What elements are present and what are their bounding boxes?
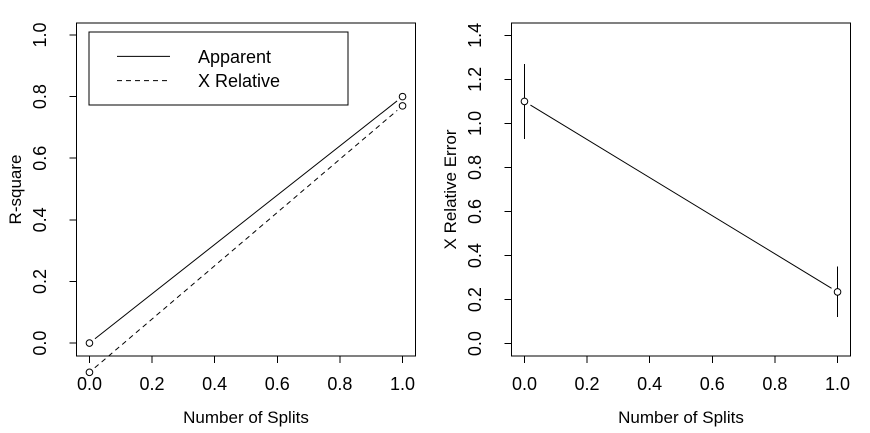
- y-axis-tick-label: 1.0: [30, 22, 50, 47]
- x-axis-tick-label: 0.4: [637, 374, 662, 394]
- x-axis-tick-label: 0.2: [575, 374, 600, 394]
- y-axis-label: R-square: [6, 155, 25, 225]
- x-axis-tick-label: 1.0: [390, 374, 415, 394]
- series-line: [94, 100, 398, 340]
- y-axis-tick-label: 0.0: [30, 331, 50, 356]
- y-axis-tick-label: 0.2: [30, 269, 50, 294]
- data-point-marker: [85, 368, 94, 377]
- y-axis-tick-label: 0.6: [30, 146, 50, 171]
- y-axis-tick-label: 1.4: [465, 23, 485, 48]
- x-axis-label: Number of Splits: [618, 408, 744, 427]
- series-line: [530, 104, 832, 289]
- y-axis-tick-label: 0.8: [465, 155, 485, 180]
- y-axis-tick-label: 0.0: [465, 331, 485, 356]
- x-axis-tick-label: 0.4: [202, 374, 227, 394]
- legend-entry-label: X Relative: [198, 71, 280, 91]
- y-axis-tick-label: 0.6: [465, 199, 485, 224]
- y-axis-tick-label: 1.2: [465, 67, 485, 92]
- legend-entry-label: Apparent: [198, 47, 271, 67]
- x-axis-tick-label: 0.6: [700, 374, 725, 394]
- data-point-marker: [520, 97, 529, 106]
- left-plot-rsquare: 0.0 0.2 0.4 0.6 0.8 1.0 0.0 0.2 0.4 0.6 0.8 1.0 Numb…: [6, 22, 416, 427]
- series-line: [94, 110, 398, 369]
- x-axis-tick-label: 0.8: [327, 374, 352, 394]
- y-axis-tick-label: 0.4: [465, 243, 485, 268]
- x-axis-tick-label: 0.0: [77, 374, 102, 394]
- data-point-marker: [85, 339, 94, 347]
- x-axis-tick-label: 0.6: [265, 374, 290, 394]
- y-axis-tick-label: 1.0: [465, 111, 485, 136]
- y-axis-tick-label: 0.2: [465, 287, 485, 312]
- x-axis-label: Number of Splits: [183, 408, 309, 427]
- right-plot-xrelative-error: 0.0 0.2 0.4 0.6 0.8 1.0 0.0 0.2 0.4 0.6 0.8 1.0 1.2 1…: [441, 22, 851, 427]
- y-axis-label: X Relative Error: [441, 129, 460, 249]
- x-axis-tick-label: 1.0: [825, 374, 850, 394]
- data-point-marker: [833, 288, 842, 296]
- x-axis-tick-label: 0.8: [762, 374, 787, 394]
- y-axis-tick-label: 0.8: [30, 84, 50, 109]
- x-axis-tick-label: 0.0: [512, 374, 537, 394]
- x-axis-tick-label: 0.2: [140, 374, 165, 394]
- plot-box: [76, 22, 416, 357]
- legend-box: [88, 31, 349, 106]
- data-point-marker: [398, 102, 407, 110]
- y-axis-tick-label: 0.4: [30, 207, 50, 232]
- data-point-marker: [398, 92, 407, 101]
- plot-box: [511, 22, 851, 357]
